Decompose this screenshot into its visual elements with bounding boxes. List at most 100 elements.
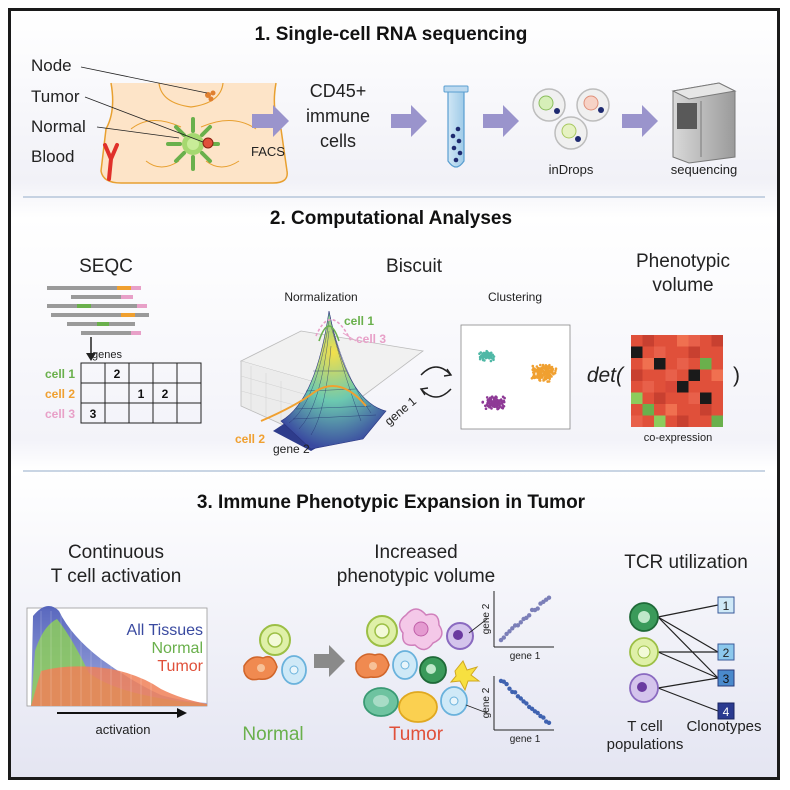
scatter-pos-gene1: gene 1 [510,651,541,662]
heatmap-cell [642,381,654,393]
point [484,407,488,411]
heatmap-cell [711,358,723,370]
heatmap-cell [688,404,700,416]
point [541,373,544,376]
cells-label-1: CD45+ [310,81,367,101]
tcr-links [657,604,719,712]
reads-icon [47,286,149,335]
clonotype-2: 2 [723,646,730,660]
point [484,351,488,355]
heatmap-cell [654,335,666,347]
point [507,629,512,634]
sequencing-label: sequencing [671,162,738,177]
heatmap-cell [665,335,677,347]
point [515,623,521,628]
heatmap-cell [631,346,643,358]
heatmap-cell [642,346,654,358]
heatmap-cell [711,346,723,358]
heatmap-cell [700,404,712,416]
heatmap-cell [711,335,723,347]
point [488,403,491,407]
matrix-row-cell2: cell 2 [45,387,75,401]
point [494,395,498,399]
point [550,375,553,378]
heatmap-cell [688,392,700,404]
heatmap-cell [711,369,723,381]
test-tube-icon [443,85,469,168]
det-close: ) [733,364,740,387]
heatmap-cell [711,392,723,404]
heatmap-cell [631,335,643,347]
point [535,606,540,611]
matrix-cell: 3 [90,407,97,421]
heatmap-cell [654,404,666,416]
point [488,405,492,409]
matrix-cell: 2 [162,387,169,401]
volume-title-1: Increased [374,542,457,563]
scatter-positive [493,591,554,648]
normal-cells-icon [243,624,307,685]
activation-arrow-icon [57,708,187,718]
point [544,372,547,376]
point [518,696,523,701]
matrix-row-cell1: cell 1 [45,367,75,381]
heatmap-cell [665,392,677,404]
point [546,367,549,370]
point [541,368,544,372]
point [550,365,554,369]
arrow-icon [252,105,289,137]
gene2-axis-label: gene 2 [273,442,310,456]
down-arrow-icon [86,337,96,361]
point [489,359,493,363]
point [482,351,486,355]
point [524,701,529,706]
point [532,371,535,374]
blood-vessel-icon [103,143,119,181]
scatter-neg-gene2: gene 2 [481,687,492,718]
point [485,396,489,399]
point [550,368,553,372]
point [546,595,552,600]
surface-plot [239,310,424,451]
point [527,613,532,618]
count-matrix [80,362,202,424]
point [498,637,504,643]
phenotypic-title-1: Phenotypic [636,251,730,272]
point [503,396,506,400]
heatmap-cell [688,381,700,393]
point [488,353,491,357]
point [490,403,494,407]
point [496,406,500,409]
heatmap-cell [677,335,689,347]
figure-canvas: 1. Single-cell RNA sequencing Node Tumor [23,24,765,753]
heatmap-cell [642,358,654,370]
heatmap-cell [631,369,643,381]
heatmap-cell [700,415,712,427]
point [544,364,548,367]
tcr-cells [629,602,659,703]
heatmap-cell [665,415,677,427]
scatter-negative [493,676,554,731]
heatmap-cell [665,381,677,393]
point [507,686,512,691]
activation-axis-label: activation [96,722,151,737]
clonotype-4: 4 [723,705,730,719]
heatmap-cell [665,346,677,358]
matrix-cell: 2 [114,367,121,381]
node-icon [205,90,216,102]
heatmap-cell [631,392,643,404]
heatmap-cell [700,381,712,393]
heatmap-cell [642,335,654,347]
heatmap-cell [665,404,677,416]
point [489,399,492,402]
cluster-plot [460,324,571,430]
cell3-label: cell 3 [356,332,386,346]
activation-distribution [26,606,208,707]
point [548,371,551,375]
point [498,399,501,402]
tcell-populations-1: T cell [627,718,663,735]
cluster-points [478,349,558,411]
heatmap-cell [688,415,700,427]
heatmap-cell [700,346,712,358]
heatmap-cell [677,415,689,427]
